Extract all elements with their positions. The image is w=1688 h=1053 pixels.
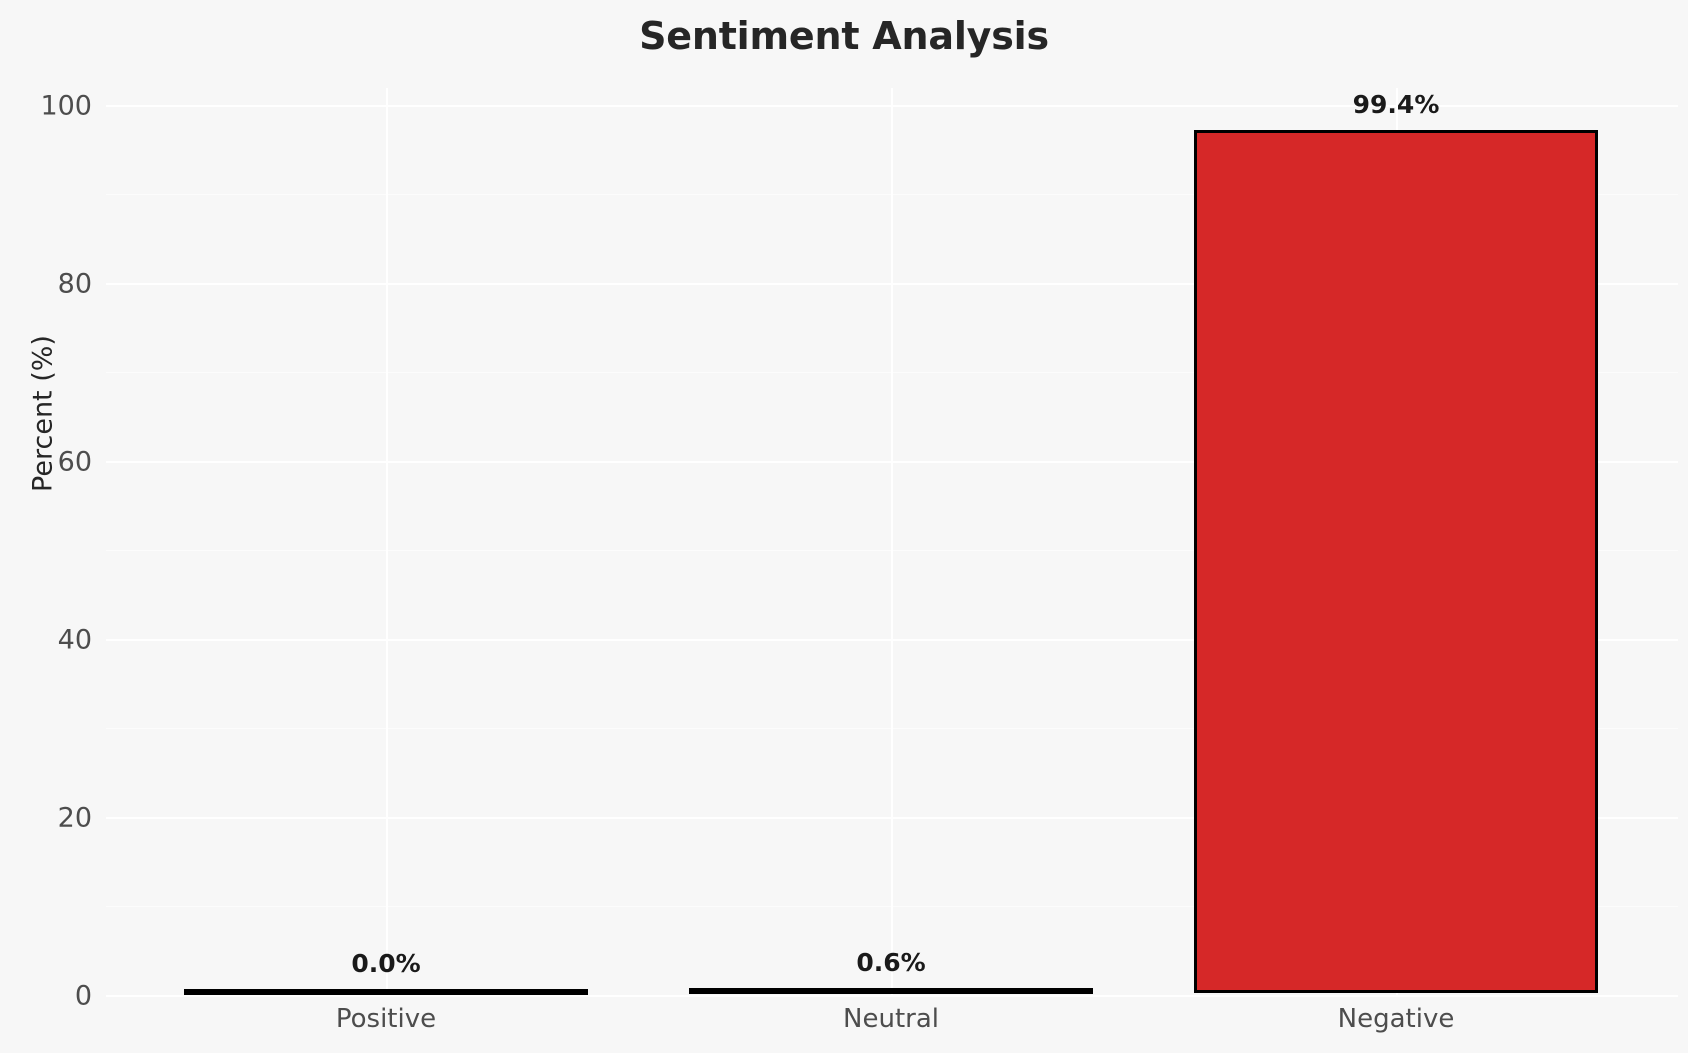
y-axis-title: Percent (%)	[27, 335, 59, 492]
y-tick-label-0: 0	[74, 980, 92, 1012]
bar-value-negative: 99.4%	[1352, 90, 1440, 119]
gridline-x-positive	[386, 88, 388, 997]
bar-value-positive: 0.0%	[351, 949, 421, 978]
gridline-x-neutral	[891, 88, 893, 997]
bar-positive[interactable]	[184, 989, 588, 995]
x-tick-label-negative: Negative	[1337, 1004, 1455, 1034]
plot-area: 0.0% 0.6% 99.4%	[106, 88, 1678, 997]
y-tick-label-40: 40	[57, 624, 92, 656]
y-tick-label-80: 80	[57, 268, 92, 300]
y-tick-label-20: 20	[57, 802, 92, 834]
x-tick-label-neutral: Neutral	[843, 1004, 939, 1034]
bar-value-neutral: 0.6%	[856, 948, 926, 977]
y-tick-label-60: 60	[57, 446, 92, 478]
x-tick-label-positive: Positive	[335, 1004, 437, 1034]
bar-negative[interactable]	[1194, 130, 1598, 993]
y-tick-label-100: 100	[40, 90, 92, 122]
chart-title: Sentiment Analysis	[639, 14, 1049, 58]
bar-neutral[interactable]	[689, 988, 1093, 994]
